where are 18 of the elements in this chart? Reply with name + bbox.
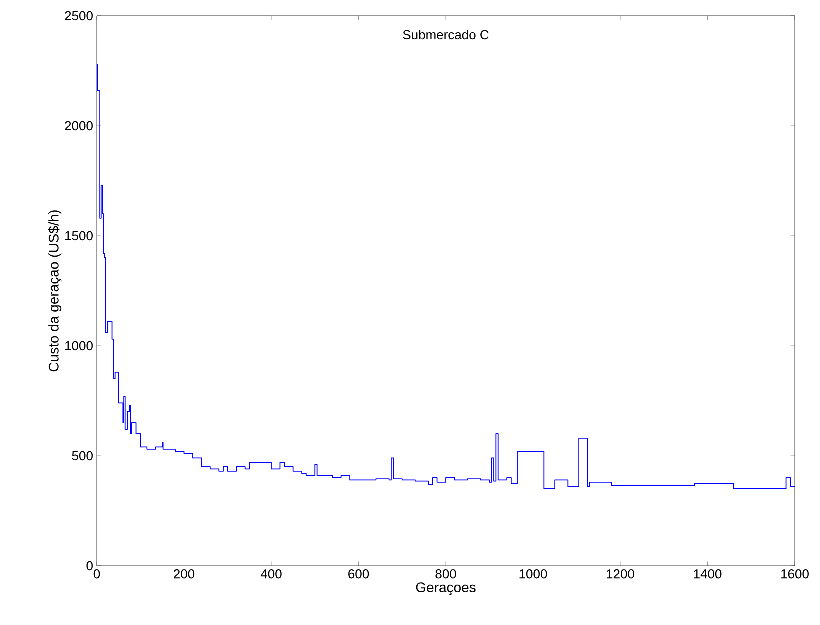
x-tick-label: 200: [174, 570, 195, 579]
x-tick-label: 1600: [782, 570, 809, 579]
x-tick-label: 0: [94, 570, 100, 579]
x-tick-label: 600: [348, 570, 370, 579]
y-tick-label: 2000: [65, 121, 93, 131]
text: Submercado C: [403, 30, 489, 40]
y-tick-label: 1000: [66, 341, 93, 351]
x-tick-label: 1000: [520, 570, 548, 579]
x-axis-title: Geraçoes: [416, 582, 476, 596]
y-tick-label: 2500: [65, 11, 93, 21]
y-tick-label: 500: [72, 451, 93, 461]
x-tick-label: 1200: [607, 570, 634, 579]
y-tick-label: 0: [86, 561, 93, 571]
x-tick-label: 400: [260, 570, 282, 579]
x-tick-label: 1400: [694, 570, 722, 579]
x-tick-label: 800: [436, 570, 456, 579]
y-axis-title: Custo da geraçao (US$/h): [48, 210, 62, 372]
y-tick-label: 1500: [66, 231, 93, 241]
